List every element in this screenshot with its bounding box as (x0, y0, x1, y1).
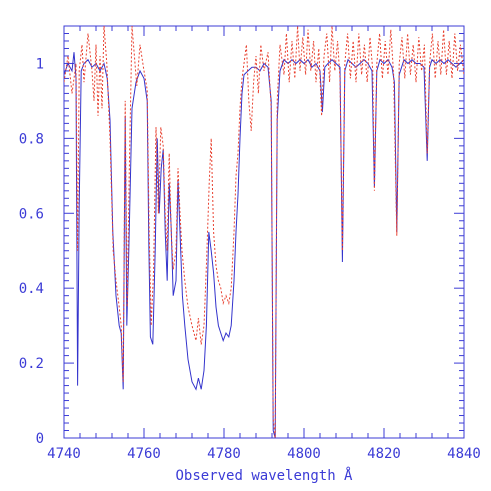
x-tick-label: 4840 (447, 446, 481, 462)
x-tick-label: 4800 (287, 446, 321, 462)
y-tick-label: 0.8 (19, 131, 44, 147)
x-axis: 4740 4760 4780 4800 4820 4840 (47, 26, 481, 462)
y-tick-label: 0.4 (19, 281, 44, 297)
x-tick-label: 4760 (127, 446, 161, 462)
y-tick-label: 1 (36, 56, 44, 72)
solid-spectrum-line (64, 52, 464, 438)
x-tick-label: 4820 (367, 446, 401, 462)
y-tick-label: 0.6 (19, 206, 44, 222)
plot-frame (63, 25, 465, 439)
x-axis-title: Observed wavelength Å (175, 467, 353, 484)
x-tick-label: 4780 (207, 446, 241, 462)
series-layer (64, 26, 464, 438)
y-axis: 0 0.2 0.4 0.6 0.8 1 (19, 32, 464, 447)
y-tick-label: 0 (36, 431, 44, 447)
x-tick-label: 4740 (47, 446, 81, 462)
dotted-spectrum-line (64, 26, 464, 438)
y-tick-label: 0.2 (19, 356, 44, 372)
